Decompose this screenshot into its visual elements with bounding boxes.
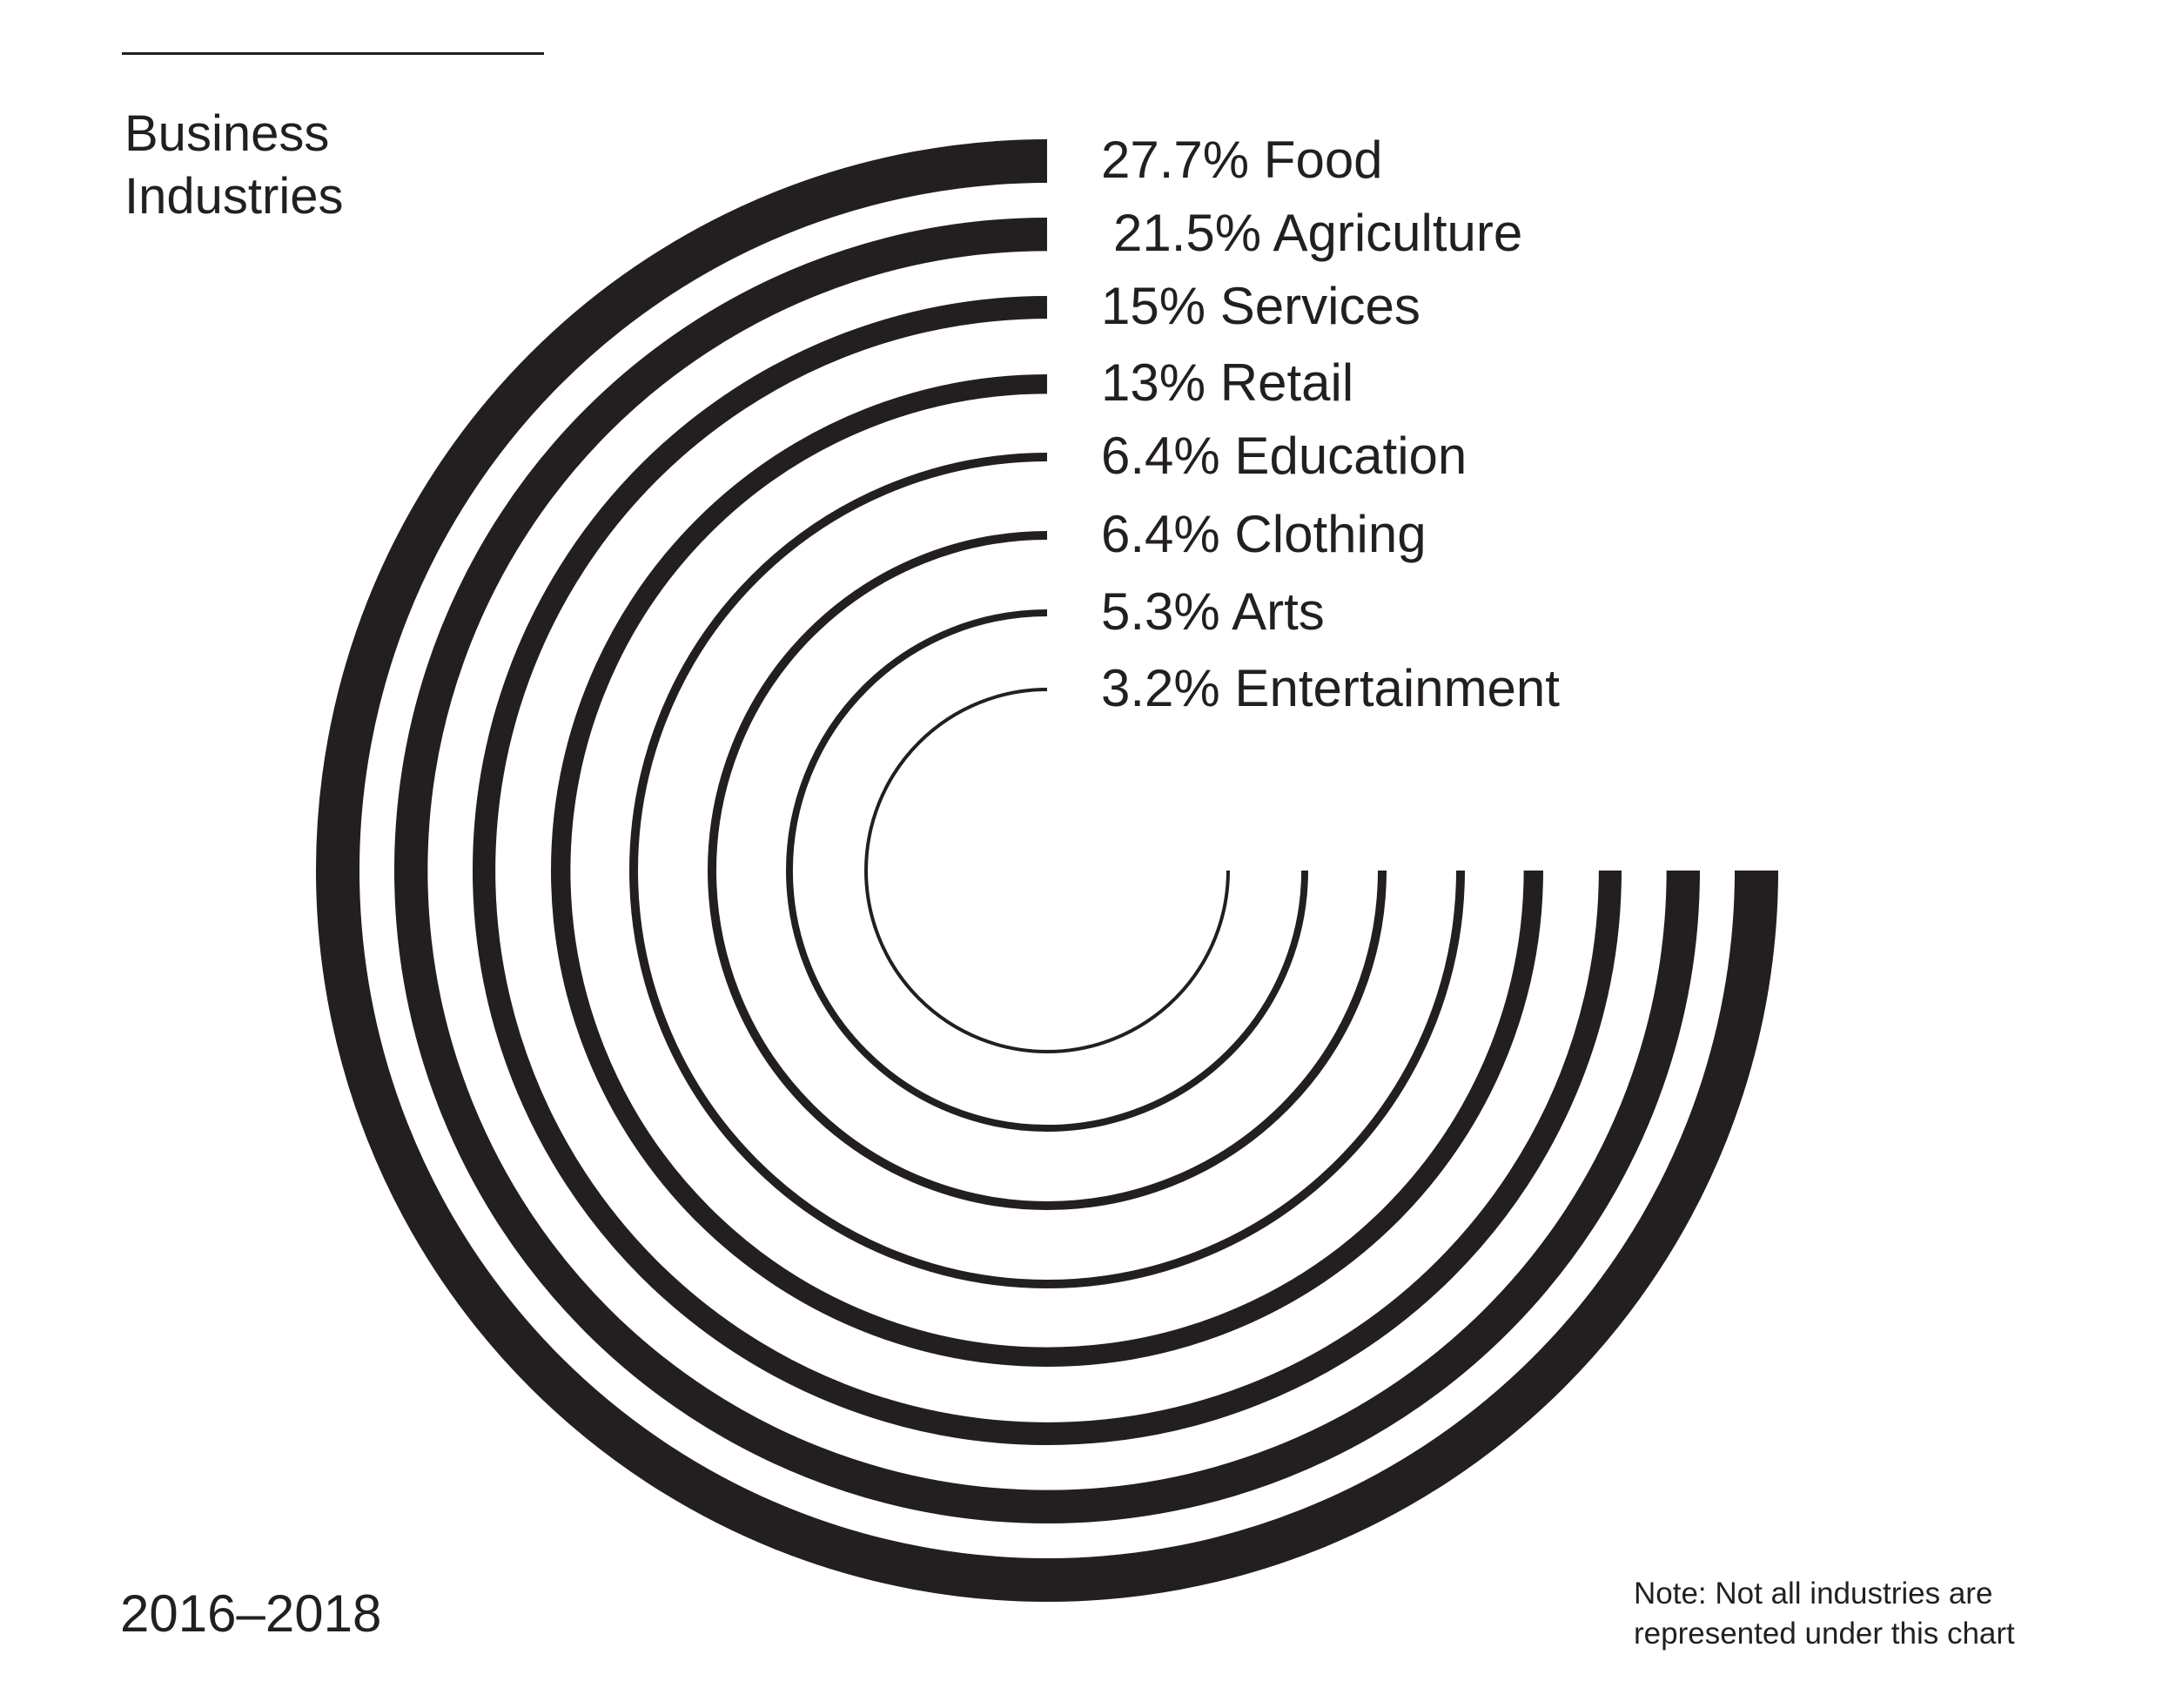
arc-retail [551,374,1543,1367]
chart-title-line-1: Business [124,105,330,162]
arc-services [472,295,1622,1446]
chart-title-line-2: Industries [124,168,344,225]
labels-layer: 27.7% Food 21.5% Agriculture 15% Services 1… [1101,131,1560,717]
label-education: 6.4% Education [1101,427,1467,485]
label-clothing: 6.4% Clothing [1101,505,1427,563]
label-arts: 5.3% Arts [1101,582,1325,641]
label-services: 15% Services [1101,277,1420,335]
arc-food [316,139,1778,1602]
chart-note: Note: Not all industries are represented… [1634,1574,2121,1654]
chart-note-line-1: Note: Not all industries are [1634,1577,1993,1610]
chart-note-line-2: represented under this chart [1634,1617,2015,1651]
title-rule [122,52,544,55]
arc-agriculture [394,218,1700,1523]
arc-arts [786,609,1308,1132]
arc-clothing [708,530,1387,1210]
arcs-layer [316,139,1778,1602]
label-agriculture: 21.5% Agriculture [1113,204,1522,262]
period-label: 2016–2018 [120,1584,382,1643]
chart-title: Business Industries [124,103,490,228]
label-entertainment: 3.2% Entertainment [1101,659,1560,717]
label-retail: 13% Retail [1101,353,1353,412]
arc-entertainment [864,688,1230,1053]
arc-education [629,452,1466,1288]
label-food: 27.7% Food [1101,131,1383,189]
